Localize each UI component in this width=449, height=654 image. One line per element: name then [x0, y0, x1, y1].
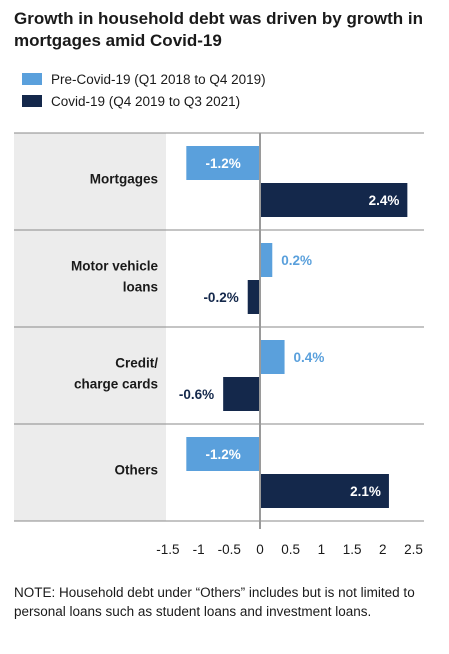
- x-tick-label: 0.5: [281, 542, 300, 557]
- data-label-covid: -0.6%: [179, 387, 214, 402]
- legend-swatch-covid: [22, 95, 42, 107]
- legend-swatch-pre-covid: [22, 73, 42, 85]
- chart-title: Growth in household debt was driven by g…: [14, 9, 423, 50]
- plot-area: -1.2% 0.2% 0.4% -1.2% 2.4% -0.2% -0.6% 2.1% Mort…: [14, 132, 424, 557]
- bar-covid: [247, 280, 260, 314]
- category-label: charge cards: [74, 377, 158, 392]
- category-label: Credit/: [115, 356, 158, 371]
- x-tick-label: 2.5: [404, 542, 423, 557]
- category-label: loans: [123, 280, 158, 295]
- data-label-pre-covid: 0.4%: [294, 350, 325, 365]
- bar-pre-covid: [186, 437, 260, 471]
- bar-covid: [223, 377, 260, 411]
- x-tick-label: 2: [379, 542, 387, 557]
- data-label-pre-covid: 0.2%: [281, 253, 312, 268]
- legend: Pre-Covid-19 (Q1 2018 to Q4 2019) Covid-…: [22, 68, 266, 112]
- x-tick-label: 0: [256, 542, 264, 557]
- legend-label-pre-covid: Pre-Covid-19 (Q1 2018 to Q4 2019): [51, 71, 266, 87]
- bar-pre-covid: [186, 146, 260, 180]
- x-tick-label: 1: [318, 542, 326, 557]
- data-label-covid: -0.2%: [203, 290, 238, 305]
- bar-covid: [260, 183, 408, 217]
- legend-item-pre-covid: Pre-Covid-19 (Q1 2018 to Q4 2019): [22, 68, 266, 90]
- category-label: Others: [114, 463, 158, 478]
- x-tick-label: -0.5: [218, 542, 241, 557]
- legend-label-covid: Covid-19 (Q4 2019 to Q3 2021): [51, 93, 241, 109]
- category-label: Motor vehicle: [71, 259, 159, 274]
- data-label-covid: 2.4%: [369, 193, 400, 208]
- legend-item-covid: Covid-19 (Q4 2019 to Q3 2021): [22, 90, 266, 112]
- bar-pre-covid: [260, 243, 273, 277]
- category-label: Mortgages: [90, 172, 158, 187]
- data-label-covid: 2.1%: [350, 484, 381, 499]
- bar-covid: [260, 474, 389, 508]
- data-label-pre-covid: -1.2%: [206, 156, 241, 171]
- x-tick-label: -1.5: [156, 542, 179, 557]
- chart-note: NOTE: Household debt under “Others” incl…: [14, 585, 415, 619]
- x-tick-label: -1: [193, 542, 205, 557]
- bar-pre-covid: [260, 340, 285, 374]
- data-label-pre-covid: -1.2%: [206, 447, 241, 462]
- x-tick-label: 1.5: [343, 542, 362, 557]
